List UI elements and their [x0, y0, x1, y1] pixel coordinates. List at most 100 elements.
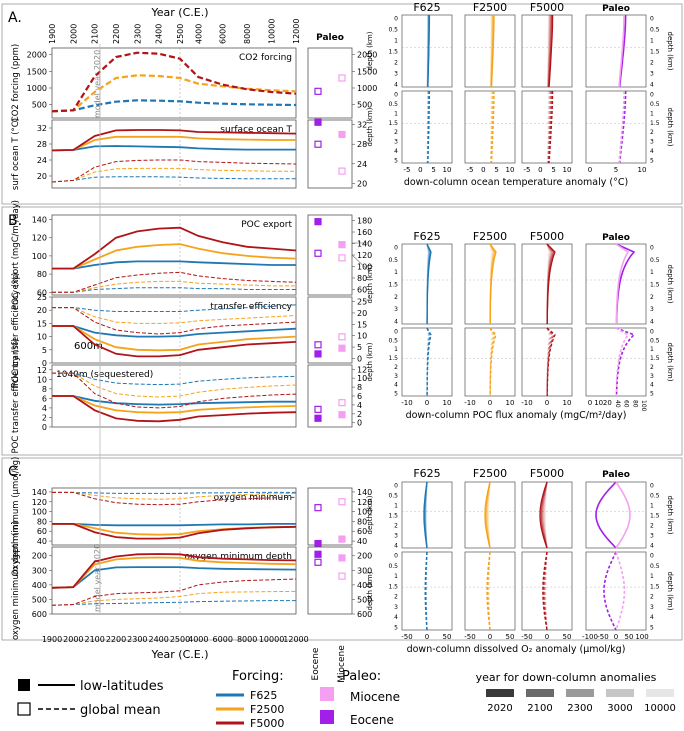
profile-row-2: F625 F2500 F5000 Paleo depth (km) depth (km) 0…: [366, 467, 674, 655]
series-line-f5000-low-latitudes: [52, 523, 297, 540]
profile-line-f625: [425, 551, 428, 631]
profile-row-0: F625 F2500 F5000 Paleo depth (km) depth (km) 0…: [366, 1, 674, 188]
profile-x-tick-label: 50: [506, 633, 515, 641]
paleo-tick-label: 500: [357, 101, 372, 110]
profile-x-tick-label: -50: [521, 633, 532, 641]
panel-label-a: A.: [8, 10, 22, 26]
y-tick-label: 10: [37, 375, 47, 384]
profile-x-tick-label: -5: [524, 166, 531, 174]
y-axis-label: POC transfer efficiency (%): [11, 273, 21, 388]
y-tick-label: 100: [32, 252, 47, 261]
profile-title-paleo: Paleo: [602, 470, 630, 480]
top-tick-label: 2000: [69, 24, 78, 44]
profile-x-tick-label: 0: [418, 166, 422, 174]
y-tick-label: 20: [37, 306, 47, 315]
y-tick-label: 140: [32, 216, 47, 225]
paleo-tick-label: 10: [357, 374, 367, 383]
series-line-f5000-low-latitudes: [52, 226, 297, 270]
paleo-tick-label: 600: [357, 610, 372, 619]
profile-line-f5000: [543, 481, 548, 549]
profile-line-f2500: [487, 481, 491, 549]
paleo-tick-label: 25: [357, 298, 367, 307]
profile-x-tick-label: 0: [545, 633, 549, 641]
depth-tick-label: 1: [394, 110, 398, 117]
bottom-tick-label: 6000: [213, 635, 233, 644]
y-tick-label: 40: [37, 537, 47, 546]
bottom-tick-label: 2000: [63, 635, 83, 644]
paleo-tick-label: 160: [357, 228, 372, 237]
profile-frame: [585, 90, 647, 164]
top-tick-label: 1900: [48, 24, 57, 44]
depth-axis-label-right: depth (km): [666, 108, 674, 147]
series-line-f5000-low-latitudes: [51, 129, 297, 152]
depth-tick-label-right: 0.5: [650, 563, 660, 570]
profile-x-axis-label: down-column POC flux anomaly (mgC/m²/day…: [406, 410, 627, 421]
legend-year-swatch: [526, 689, 554, 697]
depth-tick-label-right: 0.5: [650, 257, 660, 264]
top-tick-label: 2200: [112, 24, 121, 44]
profile-x-axis-label: down-column dissolved O₂ anomaly (μmol/k…: [407, 644, 626, 655]
depth-tick-label: 0.5: [388, 27, 398, 34]
legend-year-label: 2100: [527, 703, 552, 714]
profile-line-miocene: [615, 551, 626, 631]
profile-line-f625: [425, 481, 428, 549]
legend-eocene-label: Eocene: [350, 713, 394, 727]
profile-x-tick-label: 0: [488, 633, 492, 641]
depth-tick-label: 0.5: [388, 337, 398, 344]
legend-year-swatch: [566, 689, 594, 697]
bottom-tick-label: 2300: [127, 635, 147, 644]
paleo-tick-label: 0: [357, 419, 362, 428]
depth-tick-label-right: 2: [650, 594, 654, 601]
y-tick-label: 500: [32, 101, 47, 110]
depth-tick-label: 1.5: [388, 282, 398, 289]
profile-line-miocene: [615, 481, 631, 549]
depth-tick-label: 1.5: [388, 120, 398, 127]
paleo-eocene-low-lat-marker: [314, 118, 322, 126]
series-line-f625-low-latitudes: [52, 395, 296, 406]
series-line-f625-global-mean: [51, 176, 296, 183]
depth-axis-label: depth (km): [366, 31, 374, 70]
paleo-tick-label: 500: [357, 595, 372, 604]
series-line-f2500-low-latitudes: [51, 135, 296, 152]
profile-line-f2500: [489, 15, 492, 88]
paleo-eocene-low-lat-marker: [314, 539, 322, 548]
paleo-x-tick-label: 50: [625, 633, 634, 641]
depth-tick-label-right: 0.5: [650, 337, 660, 344]
paleo-x-tick-label: 100: [640, 400, 647, 412]
legend-global-label: global mean: [80, 703, 161, 718]
profile-line-f625: [426, 243, 431, 324]
top-tick-label: 2300: [133, 24, 142, 44]
legend: low-latitudes global mean Forcing: F625 …: [17, 669, 676, 730]
profile-line-f5000: [541, 481, 548, 549]
y-tick-label: 15: [37, 319, 47, 328]
depth-axis-label: depth (km): [366, 571, 374, 610]
profile-line-eocene: [618, 15, 627, 88]
profile-line-f5000: [546, 243, 552, 324]
legend-miocene-label: Miocene: [350, 690, 400, 704]
paleo-miocene-low-lat-marker: [338, 535, 346, 543]
bottom-tick-label: 1900: [42, 635, 62, 644]
paleo-eocene-low-lat-marker: [314, 218, 322, 226]
paleo-eocene-low-lat-marker: [314, 350, 322, 358]
paleo-tick-label: 8: [357, 383, 362, 392]
depth-tick-label-right: 4: [650, 319, 654, 326]
series-line-f625-global-mean: [51, 99, 297, 113]
profile-frame: [585, 14, 647, 88]
legend-years-title: year for down-column anomalies: [476, 671, 657, 684]
y-tick-label: 28: [37, 140, 47, 149]
paleo-eocene-global-marker: [314, 558, 322, 566]
depth-tick-label-right: 5: [650, 625, 654, 632]
paleo-tick-label: 15: [357, 320, 367, 329]
profile-line-miocene: [618, 91, 625, 164]
depth-tick-label-right: 1: [650, 110, 654, 117]
y-tick-label: 24: [37, 156, 47, 165]
depth-tick-label-right: 1.5: [650, 513, 660, 520]
profile-x-tick-label: -10: [464, 399, 475, 407]
profile-x-tick-label: 10: [563, 399, 572, 407]
paleo-tick-label: 140: [357, 240, 372, 249]
panel-title: 1040m (sequestered): [56, 370, 153, 380]
profile-line-f5000: [543, 551, 548, 631]
paleo-tick-label: 80: [357, 517, 367, 526]
depth-tick-label: 2: [394, 60, 398, 67]
